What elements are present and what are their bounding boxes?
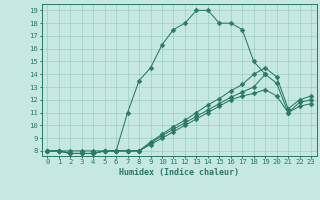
X-axis label: Humidex (Indice chaleur): Humidex (Indice chaleur) (119, 168, 239, 177)
